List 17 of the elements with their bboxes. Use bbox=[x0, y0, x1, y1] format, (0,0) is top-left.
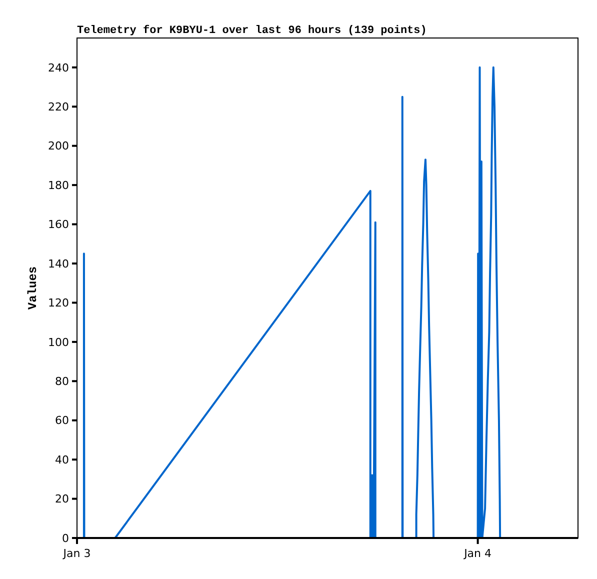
y-tick-label: 180 bbox=[48, 178, 69, 192]
y-tick-label: 100 bbox=[48, 336, 69, 349]
y-tick-label: 220 bbox=[48, 100, 69, 114]
chart-title: Telemetry for K9BYU-1 over last 96 hours (139 points) bbox=[77, 24, 427, 37]
y-tick-label: 0 bbox=[62, 532, 69, 545]
y-tick-label: 240 bbox=[48, 61, 69, 74]
y-tick-label: 80 bbox=[55, 374, 69, 388]
x-tick-label: Jan 3 bbox=[62, 547, 91, 560]
y-axis-title: Values bbox=[26, 266, 40, 310]
y-tick-label: 140 bbox=[48, 257, 69, 270]
y-tick-label: 20 bbox=[55, 492, 69, 506]
y-tick-label: 200 bbox=[48, 140, 69, 153]
y-tick-label: 60 bbox=[55, 414, 69, 428]
y-tick-label: 120 bbox=[48, 296, 69, 310]
y-tick-label: 40 bbox=[55, 453, 69, 466]
x-tick-label: Jan 4 bbox=[463, 547, 492, 560]
y-tick-label: 160 bbox=[48, 218, 69, 232]
